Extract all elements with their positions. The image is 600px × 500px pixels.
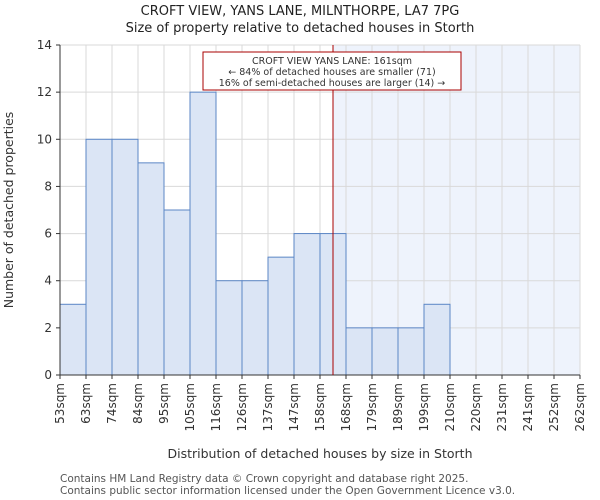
x-tick-label: 137sqm (261, 383, 275, 431)
bar-126sqm (241, 280, 269, 376)
y-tick-label: 12 (37, 85, 52, 99)
bar-63sqm (85, 138, 113, 376)
bar-74sqm (111, 138, 139, 376)
x-tick-label: 168sqm (339, 383, 353, 431)
y-tick-label: 14 (37, 38, 52, 52)
annotation-box (202, 51, 462, 91)
y-tick-label: 8 (44, 179, 52, 193)
y-tick-label: 2 (44, 321, 52, 335)
x-tick-label: 63sqm (79, 383, 93, 424)
x-tick-label: 231sqm (495, 383, 509, 431)
x-tick-label: 84sqm (131, 383, 145, 424)
x-tick-label: 252sqm (547, 383, 561, 431)
x-axis-label: Distribution of detached houses by size … (167, 446, 472, 461)
y-tick-label: 10 (37, 132, 52, 146)
x-tick-label: 95sqm (157, 383, 171, 424)
annotation-line-1: CROFT VIEW YANS LANE: 161sqm (252, 56, 412, 67)
bar-168sqm (345, 327, 373, 376)
x-tick-label: 262sqm (573, 383, 587, 431)
bar-179sqm (371, 327, 399, 376)
y-axis-label: Number of detached properties (1, 112, 16, 309)
bar-199sqm (423, 303, 451, 376)
y-tick-label: 6 (44, 227, 52, 241)
highlight-region (333, 45, 580, 375)
chart-title: CROFT VIEW, YANS LANE, MILNTHORPE, LA7 7… (140, 4, 460, 19)
bar-95sqm (163, 209, 191, 376)
bar-116sqm (215, 280, 243, 376)
bar-189sqm (397, 327, 425, 376)
annotation-line-2: ← 84% of detached houses are smaller (71… (228, 67, 435, 78)
footer-line-2: Contains public sector information licen… (60, 485, 516, 497)
y-tick-label: 0 (44, 368, 52, 382)
x-tick-label: 210sqm (443, 383, 457, 431)
bar-147sqm (293, 233, 321, 376)
x-tick-label: 53sqm (53, 383, 67, 424)
x-tick-label: 147sqm (287, 383, 301, 431)
x-tick-label: 220sqm (469, 383, 483, 431)
x-tick-label: 74sqm (105, 383, 119, 424)
bar-84sqm (137, 162, 165, 376)
x-tick-label: 189sqm (391, 383, 405, 431)
x-tick-label: 179sqm (365, 383, 379, 431)
footer-line-1: Contains HM Land Registry data © Crown c… (60, 473, 469, 485)
x-tick-label: 158sqm (313, 383, 327, 431)
x-tick-label: 105sqm (183, 383, 197, 431)
chart-subtitle: Size of property relative to detached ho… (125, 21, 475, 36)
annotation-line-3: 16% of semi-detached houses are larger (… (219, 78, 446, 89)
x-tick-label: 126sqm (235, 383, 249, 431)
x-tick-label: 116sqm (209, 383, 223, 431)
x-tick-label: 199sqm (417, 383, 431, 431)
bar-137sqm (267, 256, 295, 376)
bar-105sqm (189, 91, 217, 376)
y-tick-label: 4 (44, 274, 52, 288)
bar-53sqm (59, 303, 87, 376)
x-tick-label: 241sqm (521, 383, 535, 431)
